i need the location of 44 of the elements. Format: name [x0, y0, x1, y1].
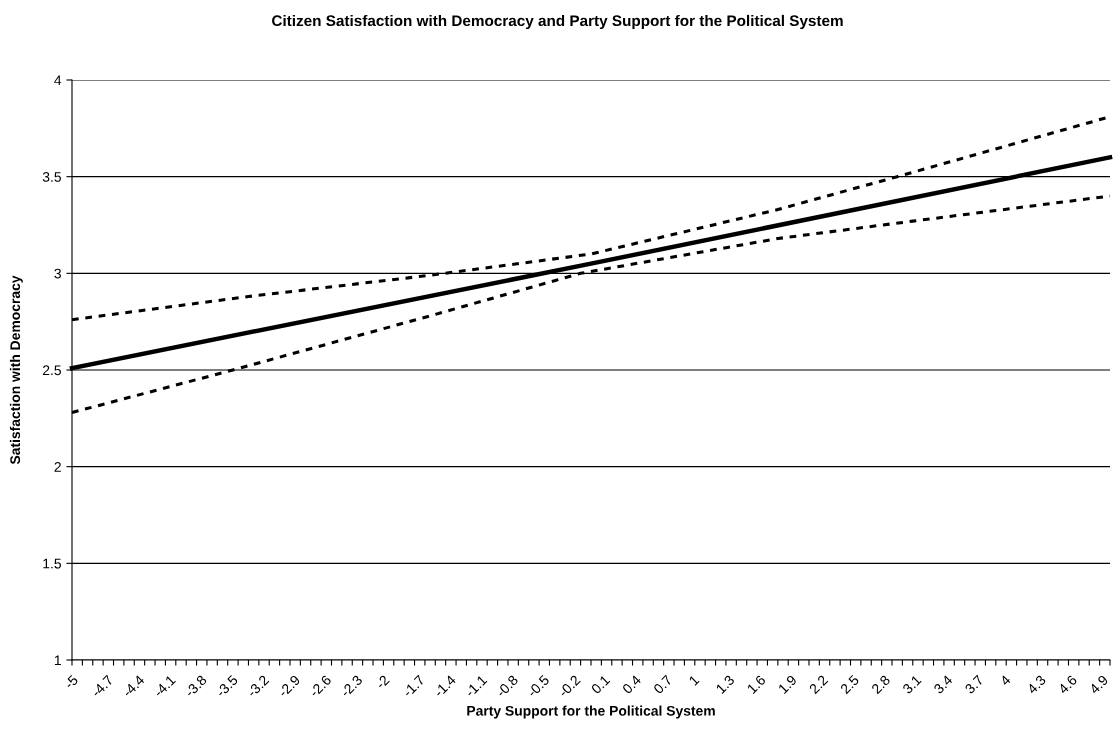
x-tick-label: -2 — [375, 674, 390, 690]
x-tick-label: -1.4 — [433, 674, 457, 698]
y-tick-label: 3 — [54, 268, 61, 279]
x-tick-label: 4.9 — [1088, 674, 1109, 695]
y-tick-label: 1 — [54, 655, 61, 666]
x-tick-label: 1.3 — [715, 674, 735, 694]
x-tick-label: -2.6 — [308, 674, 332, 698]
x-tick-label: -0.2 — [557, 674, 581, 698]
x-tick-label: 3.4 — [933, 674, 954, 695]
y-tick-label: 3.5 — [42, 172, 61, 182]
x-tick-label: 0.7 — [652, 674, 673, 695]
chart-title: Citizen Satisfaction with Democracy and Party Support for the Political System — [272, 14, 843, 30]
x-tick-label: 1.6 — [746, 674, 767, 694]
x-tick-label: -4.4 — [122, 674, 145, 698]
x-tick-label: 2.2 — [808, 674, 829, 695]
x-tick-label: 1 — [688, 674, 700, 686]
x-tick-label: -5 — [63, 674, 79, 690]
x-tick-label: 1.9 — [777, 674, 798, 694]
y-tick-label: 1.5 — [43, 558, 61, 569]
x-tick-label: -2.9 — [277, 674, 301, 698]
x-axis-title: Party Support for the Political System — [467, 705, 715, 719]
x-tick-label: 4.3 — [1026, 674, 1047, 695]
y-tick-label: 2 — [54, 462, 61, 472]
x-tick-label: -2.3 — [339, 674, 363, 698]
x-tick-label: -0.5 — [526, 674, 550, 698]
x-tick-label: -3.8 — [184, 674, 208, 698]
y-tick-label: 4 — [54, 75, 62, 86]
x-tick-label: 0.4 — [621, 674, 642, 695]
x-tick-label: 2.5 — [839, 674, 860, 695]
x-tick-label: 3.1 — [902, 674, 922, 695]
x-tick-label: 0.1 — [590, 674, 611, 695]
x-tick-label: 4.6 — [1057, 674, 1078, 695]
x-tick-label: -0.8 — [495, 674, 519, 698]
x-tick-label: -4.1 — [153, 674, 176, 698]
x-tick-label: 2.8 — [870, 674, 891, 695]
x-tick-label: -4.7 — [90, 674, 114, 698]
x-tick-label: -3.5 — [215, 674, 239, 698]
x-tick-label: 3.7 — [964, 674, 985, 695]
y-axis-title: Satisfaction with Democracy — [9, 275, 23, 465]
x-tick-label: -1.7 — [402, 674, 426, 698]
x-tick-label: -1.1 — [464, 674, 488, 698]
x-tick-label: -3.2 — [246, 674, 270, 698]
y-tick-label: 2.5 — [42, 365, 61, 376]
x-tick-label: 4 — [999, 674, 1012, 687]
